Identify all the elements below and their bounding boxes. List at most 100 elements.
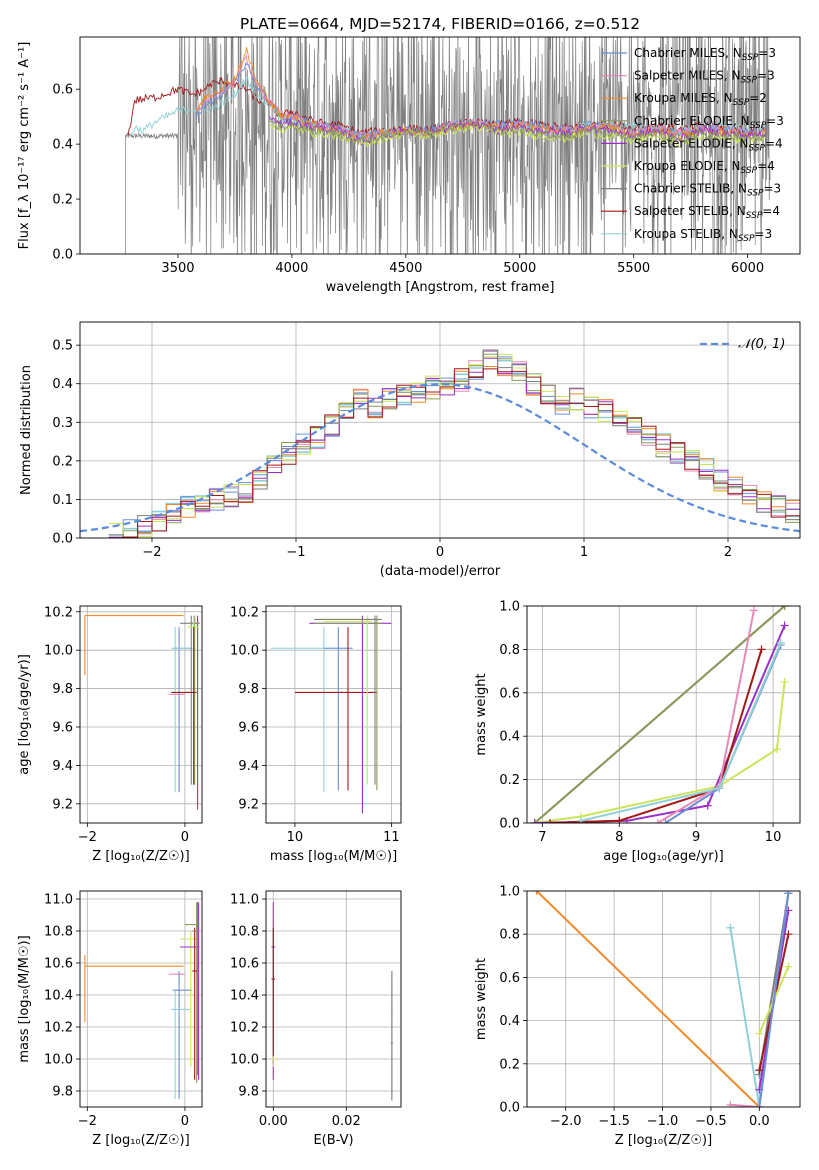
histogram-series [108,368,800,538]
histogram-series [108,349,800,538]
y-tick-label: 10.2 [44,1021,73,1036]
axes-frame [265,890,402,1108]
y-axis-label: Normed distribution [19,365,34,495]
y-tick-label: 10.8 [44,925,73,940]
plot-area [271,902,393,1101]
plot-area [91,37,771,254]
x-tick-label: 11 [383,830,400,845]
spectrum-model-line [268,119,766,144]
x-tick-label: 5000 [503,261,536,276]
plot-area [80,349,800,538]
x-tick-label: −2 [78,1114,97,1129]
legend-entry: Chabrier STELIB, NSSP=3 [634,182,781,199]
y-tick-label: 0.0 [52,532,73,547]
spectrum-model-line [195,46,766,142]
y-tick-label: 9.8 [238,1085,259,1100]
x-axis-label: mass [log₁₀(M/M☉)] [270,849,397,864]
x-tick-label: 4500 [389,261,422,276]
y-tick-label: 10.4 [230,989,259,1004]
plot-area [84,615,200,810]
y-tick-label: 10.0 [44,644,73,659]
weight-series-line [536,891,760,1107]
weight-series-marker [780,677,789,686]
y-tick-label: 10.0 [230,1053,259,1068]
panel-residuals: −2 −1 0 1 2 0.0 0.1 0.2 0.3 0.4 0.5 (data-model)/er… [19,321,801,579]
y-tick-label: 1.0 [499,600,520,615]
axes-frame [265,605,402,824]
legend-entry: Chabrier ELODIE, NSSP=3 [634,114,784,131]
y-tick-label: 0.4 [499,730,520,745]
plot-area [84,902,200,1099]
y-tick-label: 0.0 [499,1101,520,1116]
y-tick-label: 10.2 [230,1021,259,1036]
x-tick-label: 0 [181,1114,189,1129]
x-tick-label: 2 [724,545,732,560]
y-tick-label: 9.6 [238,720,259,735]
axes-frame [79,321,801,539]
panel-spectrum: 3500 4000 4500 5000 5500 6000 0.0 0.2 0.4 0.6 wave… [17,36,801,295]
x-tick-label: −0.5 [695,1114,727,1129]
weight-series-marker [755,1103,764,1107]
panel-mass_weight_vs_age: 7 8 9 10 0.0 0.2 0.4 0.6 0.8 1.0 age [log₁₀(age/yr… [474,600,801,864]
y-tick-label: 0.4 [499,1014,520,1029]
weight-series-marker [784,891,793,898]
legend-entry: Kroupa ELODIE, NSSP=4 [634,159,775,176]
y-tick-label: 0.2 [52,193,73,208]
weight-series-marker [784,962,793,971]
spectrum-observed-line [91,37,771,254]
panel-mass_vs_Z: −2 0 9.8 10.0 10.2 10.4 10.6 10.8 11.0 Z [log₁₀(Z… [17,890,203,1148]
y-axis-label: mass weight [474,958,489,1040]
y-tick-label: 9.2 [238,797,259,812]
x-tick-label: 0.02 [332,1114,361,1129]
y-tick-label: 0.2 [52,454,73,469]
x-tick-label: 10 [765,830,782,845]
axes-frame [79,36,801,255]
x-tick-label: 8 [615,830,623,845]
weight-series-marker [715,784,724,793]
y-axis-label: mass weight [474,673,489,755]
y-tick-label: 1.0 [499,885,520,900]
legend-entry: Salpeter MILES, NSSP=3 [634,69,775,86]
y-tick-label: 0.5 [52,339,73,354]
x-tick-label: 3500 [161,261,194,276]
weight-series-line [534,606,786,823]
weight-series-marker [576,816,585,823]
x-tick-label: 5500 [617,261,650,276]
weight-series-line [550,649,763,823]
weight-series-marker [776,638,785,647]
y-tick-label: 10.0 [230,644,259,659]
y-tick-label: 0.3 [52,416,73,431]
x-tick-label: −1.5 [598,1114,630,1129]
legend-entry: Salpeter ELODIE, NSSP=4 [634,136,783,153]
weight-series-marker [653,819,662,823]
weight-series-line [758,893,790,1107]
weight-series-marker [661,819,670,823]
x-tick-label: 6000 [731,261,764,276]
y-tick-label: 10.4 [44,989,73,1004]
weight-series-marker [757,645,766,654]
panel-age_vs_Z: −2 0 9.2 9.4 9.6 9.8 10.0 10.2 Z [log₁₀(Z/Z☉)] ag… [17,605,203,864]
y-tick-label: 0.2 [499,773,520,788]
weight-series-marker [780,606,789,610]
y-tick-label: 11.0 [230,893,259,908]
x-axis-label: (data-model)/error [380,564,501,579]
x-axis-label: wavelength [Angstrom, rest frame] [326,280,555,295]
weight-series-marker [780,621,789,630]
plots-root: 3500 4000 4500 5000 5500 6000 0.0 0.2 0.4 0.6 wave… [17,36,801,1148]
legend-entry: Salpeter STELIB, NSSP=4 [634,204,780,221]
y-tick-label: 9.4 [52,759,73,774]
axes-frame [526,605,801,824]
panel-mass_weight_vs_Z: −2.0 −1.5 −1.0 −0.5 0.0 0.0 0.2 0.4 0.6 0.8 1.0 Z [… [474,885,801,1148]
histogram-series [108,350,800,538]
x-tick-label: 1 [580,545,588,560]
y-tick-label: 0.4 [52,138,73,153]
y-tick-label: 0.8 [499,643,520,658]
histogram-series [108,350,800,538]
y-tick-label: 11.0 [44,893,73,908]
y-axis-label: Flux [f_λ 10⁻¹⁷ erg cm⁻² s⁻¹ A⁻¹] [17,42,32,250]
weight-series-marker [532,891,541,895]
y-tick-label: 0.2 [499,1057,520,1072]
y-tick-label: 0.6 [499,686,520,701]
x-axis-label: Z [log₁₀(Z/Z☉)] [92,1133,189,1148]
panel-age_vs_mass: 10 11 9.2 9.4 9.6 9.8 10.0 10.2 mass [log₁₀(M/M☉… [230,605,402,864]
